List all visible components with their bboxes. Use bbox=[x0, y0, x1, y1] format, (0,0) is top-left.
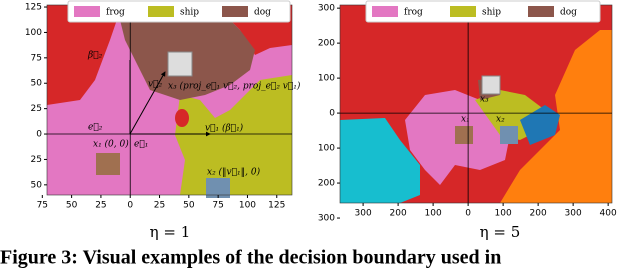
legend-label: ship bbox=[482, 8, 501, 18]
y-tick-label: 0 bbox=[36, 130, 42, 140]
x-tick-label: 200 bbox=[530, 209, 547, 219]
y-tick-label: 200 bbox=[318, 179, 335, 189]
y-tick-label: 300 bbox=[318, 214, 335, 224]
legend-label: ship bbox=[180, 8, 199, 18]
legend-swatch bbox=[528, 6, 554, 17]
legend-label: dog bbox=[560, 8, 577, 18]
x-tick-label: 100 bbox=[425, 209, 442, 219]
x-tick-label: 100 bbox=[495, 209, 512, 219]
y-tick-label: 50 bbox=[31, 79, 43, 89]
panel-caption: η = 1 bbox=[150, 223, 191, 241]
y-tick-label: 100 bbox=[318, 144, 335, 154]
legend-label: frog bbox=[404, 8, 423, 18]
legend-swatch bbox=[148, 6, 174, 17]
x-tick-label: 300 bbox=[565, 209, 582, 219]
annotation: x₃ bbox=[480, 95, 489, 105]
x-tick-label: 25 bbox=[95, 201, 106, 211]
x-tick-label: 0 bbox=[465, 209, 471, 219]
y-tick-label: 25 bbox=[31, 155, 42, 165]
annotation: v⃗₂ bbox=[148, 80, 162, 90]
legend-swatch bbox=[450, 6, 476, 17]
y-tick-label: 100 bbox=[318, 74, 335, 84]
y-tick-label: 200 bbox=[318, 39, 335, 49]
y-tick-label: 125 bbox=[25, 3, 42, 13]
x-tick-label: 200 bbox=[390, 209, 407, 219]
annotation: e⃗₁ bbox=[134, 140, 148, 150]
annotation: x₂ bbox=[496, 115, 505, 125]
y-tick-label: 50 bbox=[31, 180, 43, 190]
annotation: x₃ (proj_e⃗₁ v⃗₂, proj_e⃗₂ v⃗₁) bbox=[168, 81, 301, 92]
annotation: v⃗₁ (β⃗₁) bbox=[205, 123, 244, 134]
y-tick-label: 100 bbox=[25, 28, 42, 38]
x-tick-label: 50 bbox=[183, 201, 195, 211]
panel-caption: η = 5 bbox=[480, 223, 521, 241]
x-tick-label: 75 bbox=[212, 201, 223, 211]
figure-caption: Figure 3: Visual examples of the decisio… bbox=[0, 247, 501, 268]
x-tick-label: 100 bbox=[239, 201, 256, 211]
y-tick-label: 75 bbox=[31, 53, 42, 63]
legend-label: frog bbox=[106, 8, 125, 18]
annotation: β⃗₂ bbox=[87, 51, 103, 61]
annotation: x₂ (‖v⃗₁‖, 0) bbox=[207, 167, 261, 178]
legend-swatch bbox=[74, 6, 100, 17]
x-tick-label: 300 bbox=[355, 209, 372, 219]
legend-swatch bbox=[222, 6, 248, 17]
legend-swatch bbox=[372, 6, 398, 17]
legend-label: dog bbox=[254, 8, 271, 18]
x-tick-label: 75 bbox=[37, 201, 48, 211]
x-tick-label: 25 bbox=[154, 201, 165, 211]
x-tick-label: 0 bbox=[127, 201, 133, 211]
left-regions bbox=[47, 5, 292, 198]
annotation: x₁ (0, 0) bbox=[93, 139, 129, 150]
y-tick-label: 25 bbox=[31, 104, 42, 114]
right-regions bbox=[340, 5, 612, 203]
x-tick-label: 125 bbox=[268, 201, 285, 211]
x-tick-label: 400 bbox=[600, 209, 617, 219]
annotation: e⃗₂ bbox=[88, 123, 103, 133]
y-tick-label: 300 bbox=[318, 4, 335, 14]
annotation: x₁ bbox=[461, 115, 470, 125]
x-tick-label: 50 bbox=[66, 201, 78, 211]
y-tick-label: 0 bbox=[329, 109, 335, 119]
